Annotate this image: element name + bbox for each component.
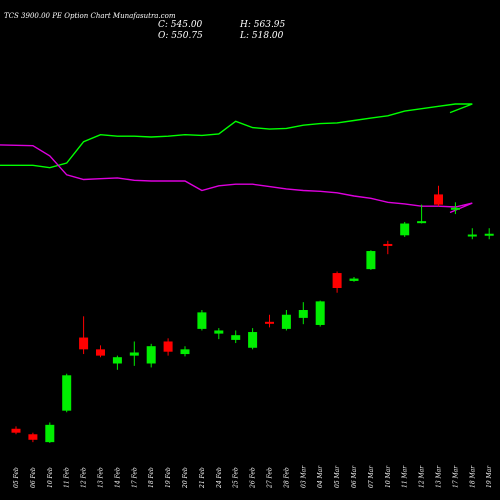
- x-tick-label: 07 Mar: [368, 465, 375, 488]
- x-tick-label: 11 Mar: [402, 465, 409, 488]
- candle-body: [79, 337, 89, 350]
- x-tick-label: 26 Feb: [250, 467, 257, 489]
- candle-body: [467, 234, 477, 237]
- x-tick-label: 20 Feb: [182, 467, 189, 489]
- x-tick-label: 06 Feb: [30, 467, 37, 488]
- x-tick-label: 13 Feb: [98, 467, 105, 488]
- x-tick-label: 10 Feb: [47, 467, 54, 488]
- candle-body: [281, 314, 291, 329]
- candle-body: [62, 375, 72, 411]
- x-tick-label: 10 Mar: [385, 465, 392, 488]
- x-tick-label: 05 Feb: [13, 467, 20, 488]
- x-tick-label: 11 Feb: [64, 467, 71, 488]
- x-tick-label: 03 Mar: [300, 465, 307, 488]
- candle-body: [450, 207, 460, 210]
- open-readout: O: 550.75: [158, 31, 203, 41]
- x-tick-label: 17 Mar: [452, 465, 459, 488]
- x-tick-label: 19 Feb: [165, 467, 172, 488]
- low-label: L:: [240, 31, 250, 41]
- chart-title: TCS 3900.00 PE Option Chart Munafasutra.…: [4, 12, 176, 20]
- x-tick-label: 19 Mar: [486, 465, 493, 488]
- close-value: 545.00: [170, 20, 203, 30]
- x-tick-label: 04 Mar: [317, 465, 324, 488]
- candle-body: [265, 321, 274, 324]
- x-tick-label: 24 Feb: [216, 467, 223, 489]
- x-tick-label: 17 Feb: [131, 467, 138, 488]
- high-value: 563.95: [253, 20, 286, 30]
- candle-body: [400, 223, 410, 236]
- candle-body: [298, 310, 308, 318]
- candle-body: [112, 357, 122, 364]
- x-tick-label: 12 Mar: [419, 465, 426, 488]
- candle-body: [45, 424, 55, 443]
- high-readout: H: 563.95: [240, 20, 285, 30]
- x-tick-label: 28 Feb: [283, 467, 290, 489]
- candle-body: [129, 352, 139, 356]
- high-label: H:: [240, 20, 251, 30]
- candle-body: [332, 273, 342, 288]
- open-value: 550.75: [171, 31, 203, 41]
- x-tick-label: 14 Feb: [114, 467, 121, 488]
- candle-body: [349, 278, 359, 281]
- candle-body: [28, 434, 38, 440]
- candle-body: [96, 349, 105, 356]
- x-tick-label: 18 Feb: [148, 467, 155, 488]
- candle-body: [484, 233, 494, 236]
- candle-body: [180, 349, 190, 355]
- candle-body: [11, 428, 21, 433]
- x-tick-label: 21 Feb: [199, 467, 206, 489]
- candle-body: [214, 330, 224, 334]
- x-tick-label: 27 Feb: [267, 467, 274, 489]
- open-label: O:: [158, 31, 169, 41]
- x-tick-label: 06 Mar: [351, 465, 358, 488]
- candle-body: [146, 346, 156, 364]
- overlay-line-2: [0, 144, 473, 214]
- low-value: 518.00: [251, 31, 284, 41]
- x-tick-label: 18 Mar: [469, 465, 476, 488]
- x-tick-label: 13 Mar: [436, 465, 443, 488]
- candle-body: [248, 332, 258, 348]
- x-tick-label: 05 Mar: [334, 465, 341, 488]
- x-tick-label: 12 Feb: [81, 467, 88, 488]
- candle-body: [197, 312, 207, 329]
- low-readout: L: 518.00: [240, 31, 283, 41]
- candle-body: [163, 341, 173, 352]
- candle-body: [434, 194, 443, 205]
- candle-body: [366, 251, 376, 270]
- close-readout: C: 545.00: [158, 20, 202, 30]
- candle-body: [231, 335, 241, 340]
- candle-body: [383, 243, 393, 246]
- candle-body: [417, 221, 427, 224]
- close-label: C:: [158, 20, 168, 30]
- x-tick-label: 25 Feb: [233, 467, 240, 489]
- candle-body: [315, 301, 325, 325]
- overlay-line-1: [0, 103, 473, 169]
